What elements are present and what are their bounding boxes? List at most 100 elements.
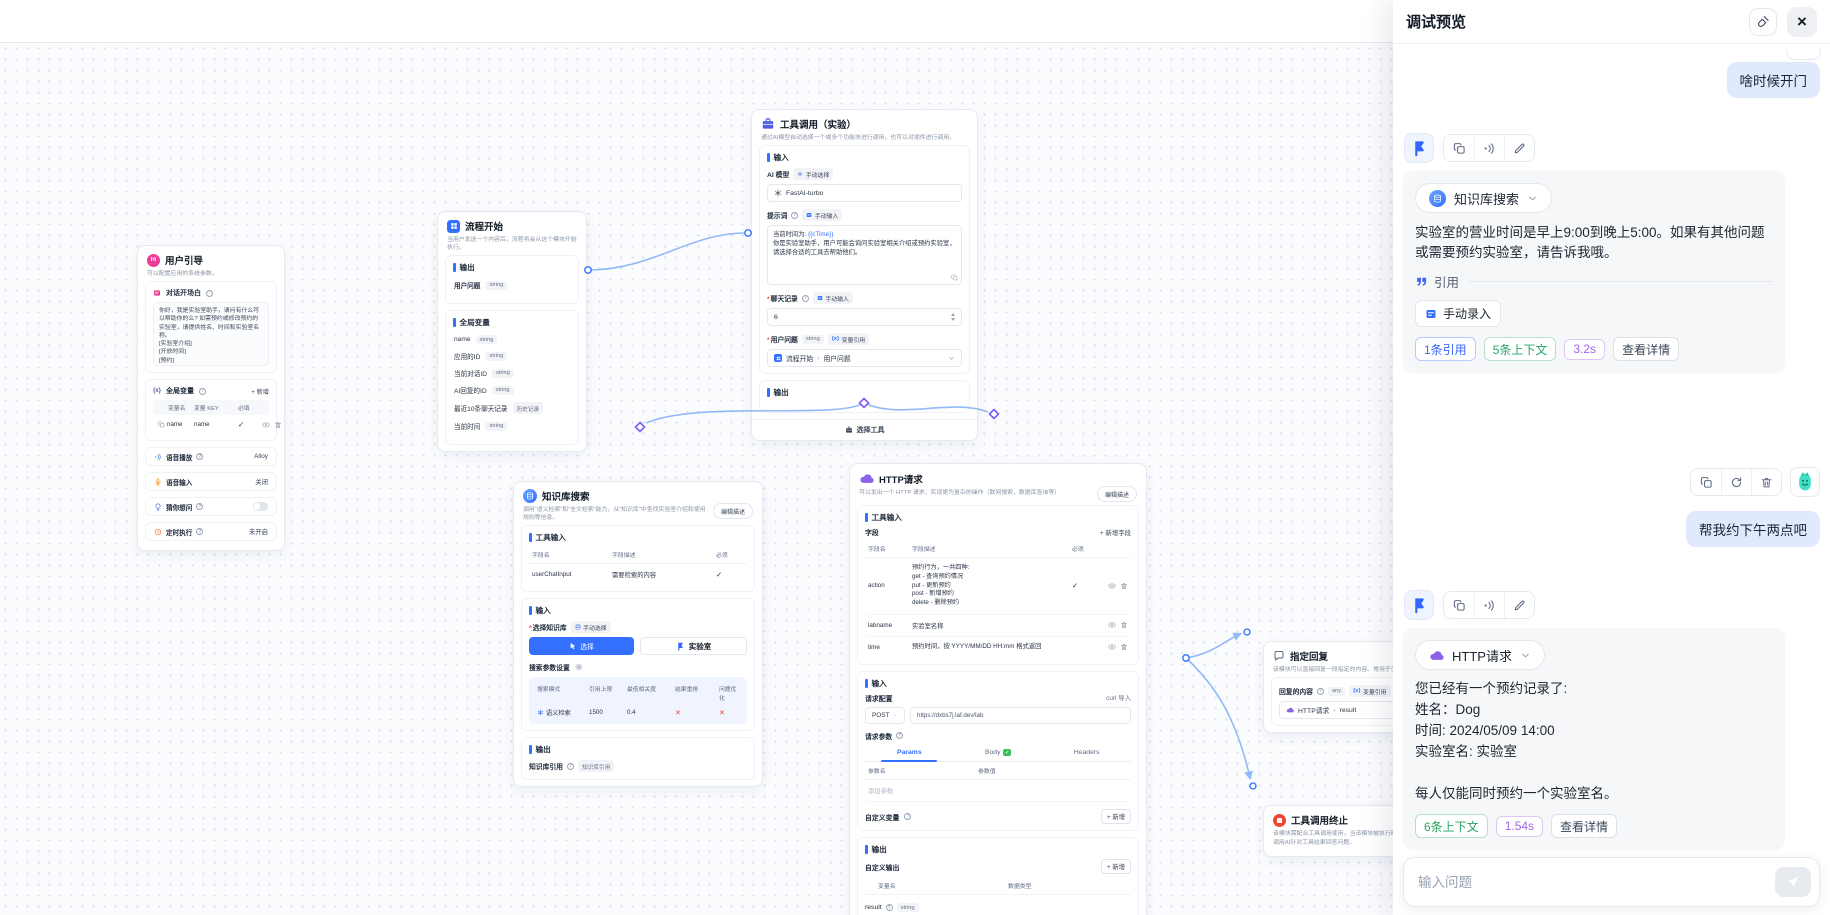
select-kb-button[interactable]: 选择 (529, 637, 634, 655)
custom-output-label: 自定义输出 (865, 864, 900, 872)
cursor-icon (569, 642, 577, 650)
tab-headers[interactable]: Headers (1073, 749, 1100, 757)
time-badge: 1.54s (1495, 815, 1544, 837)
delete-icon[interactable] (1120, 582, 1128, 590)
add-field-button[interactable]: + 新增字段 (1099, 529, 1131, 537)
field-row-action[interactable]: action 预约行为，一共四种: get - 查询预约情况 put - 更新预… (865, 558, 1131, 615)
expand-icon[interactable] (951, 274, 958, 281)
help-icon[interactable]: ? (206, 289, 213, 297)
tool-input-label: 工具输入 (865, 512, 1131, 523)
tts-row[interactable]: 语音播放 ? Alloy (145, 447, 277, 466)
help-icon[interactable]: ? (791, 211, 799, 219)
chat-input-bar[interactable] (1403, 857, 1820, 907)
add-custom-var-button[interactable]: + 新增 (1100, 809, 1131, 825)
send-button[interactable] (1775, 867, 1811, 897)
delete-icon[interactable] (1120, 621, 1128, 629)
help-icon[interactable]: ? (1316, 687, 1324, 695)
node-kb-search[interactable]: 知识库搜索 调用“语义检索”和“全文检索”能力，从“知识库”中查找实验室介绍和使… (513, 481, 763, 787)
manual-input-chip[interactable]: 手动输入 (802, 209, 843, 221)
method-select[interactable]: POST (865, 706, 905, 724)
copy-button[interactable] (1444, 135, 1474, 161)
chat-input[interactable] (1418, 874, 1775, 890)
view-icon[interactable] (262, 421, 270, 429)
help-icon[interactable]: ? (196, 528, 204, 535)
add-param-row[interactable]: 添加参数 (865, 780, 1131, 803)
stepper-arrows[interactable] (951, 313, 955, 321)
model-select[interactable]: FastAI-turbo (767, 184, 962, 202)
view-icon[interactable] (1108, 582, 1116, 590)
guess-question-row[interactable]: 猜你想问 ? (145, 497, 277, 516)
url-input[interactable]: https://dxbs7j.laf.dev/lab (910, 706, 1131, 724)
close-panel-button[interactable]: × (1787, 6, 1817, 37)
node-tool-call[interactable]: 工具调用（实验） 通过AI模型自动选择一个或多个功能块进行调用，也可以对插件进行… (751, 109, 978, 441)
view-icon[interactable] (1108, 643, 1116, 651)
read-aloud-button[interactable] (1474, 135, 1504, 161)
history-count-stepper[interactable]: 6 (767, 308, 962, 326)
chevron-down-icon (893, 712, 898, 718)
selected-dataset[interactable]: 实验室 (640, 637, 747, 655)
var-table-header: 变量名 变量 KEY 必填 (153, 400, 269, 415)
tool-run-pill[interactable]: HTTP请求 (1415, 640, 1545, 670)
select-tool-footer[interactable]: 选择工具 (752, 419, 977, 440)
context-badge[interactable]: 6条上下文 (1415, 814, 1488, 838)
edit-button[interactable] (1504, 592, 1534, 618)
help-icon[interactable]: ? (199, 387, 207, 395)
quote-source-chip[interactable]: 手动录入 (1415, 300, 1502, 327)
view-details-button[interactable]: 查看详情 (1551, 814, 1618, 838)
trash-icon (1760, 476, 1773, 489)
manual-select-chip[interactable]: 手动选择 (793, 168, 834, 180)
help-icon[interactable]: ? (196, 503, 204, 510)
node-user-guide[interactable]: Hi 用户引导 可以配置应用的系统参数。 对话开场白 ? 你好，我是实验室助手，… (137, 245, 285, 551)
help-icon[interactable]: ? (885, 904, 893, 912)
curl-import-button[interactable]: curl 导入 (1106, 695, 1131, 703)
bot-icon (797, 171, 803, 177)
var-ref-chip[interactable]: {x} 变量引用 (827, 333, 870, 345)
add-custom-output-button[interactable]: + 新增 (1100, 859, 1131, 875)
fastgpt-logo-icon (1411, 597, 1428, 614)
schedule-row[interactable]: 定时执行 ? 未开启 (145, 522, 277, 541)
field-row-labname[interactable]: labname 实验室名称 (865, 615, 1131, 637)
gear-icon[interactable] (575, 663, 583, 671)
add-var-button[interactable]: + 新增 (251, 388, 269, 396)
context-badge[interactable]: 5条上下文 (1483, 337, 1557, 361)
delete-icon[interactable] (1120, 643, 1128, 651)
clear-chat-button[interactable] (1749, 7, 1777, 36)
help-icon[interactable]: ? (896, 732, 904, 740)
copy-button[interactable] (1444, 592, 1474, 618)
manual-input-chip[interactable]: 手动输入 (812, 292, 853, 304)
field-row[interactable]: userChatInput 需要检索的内容 ✓ (529, 564, 747, 585)
var-table-row[interactable]: name name ✓ (153, 415, 269, 434)
var-ref-chip[interactable]: {x} 变量引用 (1349, 685, 1391, 697)
tab-params[interactable]: Params (865, 745, 954, 762)
field-row-time[interactable]: time 预约时间，按 YYYY/MM/DD HH:mm 格式返回 (865, 637, 1131, 658)
view-details-button[interactable]: 查看详情 (1613, 337, 1680, 361)
help-icon[interactable]: ? (566, 762, 574, 770)
bot-message-toolbar-row (1404, 133, 1820, 163)
edit-button[interactable] (1504, 135, 1534, 161)
source-field: 用户问题 (823, 356, 851, 363)
help-icon[interactable]: ? (801, 294, 809, 302)
edit-desc-button[interactable]: 编辑描述 (712, 503, 753, 519)
delete-button[interactable] (1751, 469, 1781, 495)
stt-row[interactable]: 语音输入 关闭 (145, 472, 277, 491)
node-flow-start[interactable]: 流程开始 当用户发送一个内容后，流程将会从这个模块开始执行。 输出 用户问题 s… (437, 211, 587, 452)
delete-icon[interactable] (274, 421, 282, 429)
node-title: 工具调用（实验） (780, 120, 857, 131)
opening-textarea[interactable]: 你好，我是实验室助手，请问有什么可以帮助你的么? 如需预约或修改预约的实验室，请… (153, 302, 269, 366)
copy-button[interactable] (1691, 469, 1721, 495)
node-http[interactable]: HTTP请求 可以发出一个 HTTP 请求，实现更为复杂的操作（联网搜索，数据库… (849, 463, 1147, 915)
question-source-select[interactable]: 流程开始 › 用户问题 (767, 349, 962, 367)
read-aloud-button[interactable] (1474, 592, 1504, 618)
cite-badge[interactable]: 1条引用 (1415, 337, 1476, 361)
edit-desc-button[interactable]: 编辑描述 (1096, 486, 1137, 502)
help-icon[interactable]: ? (196, 453, 204, 460)
tool-run-pill[interactable]: 知识库搜索 (1415, 183, 1553, 213)
manual-select-chip[interactable]: 手动选择 (570, 621, 611, 633)
chat-area[interactable]: 啥时候开门 知识库搜索 实验室的营业时间是早上9:00到晚上5:00。如果有其 (1393, 44, 1830, 853)
view-icon[interactable] (1108, 621, 1116, 629)
help-icon[interactable]: ? (904, 813, 912, 821)
prompt-textarea[interactable]: 当前时间为: {{cTime}} 你是实验室助手，用户可能会询问实验室相关介绍或… (767, 225, 962, 285)
tab-body[interactable]: Body ✓ (984, 748, 1011, 757)
retry-button[interactable] (1721, 469, 1751, 495)
guess-question-toggle[interactable] (253, 502, 268, 511)
